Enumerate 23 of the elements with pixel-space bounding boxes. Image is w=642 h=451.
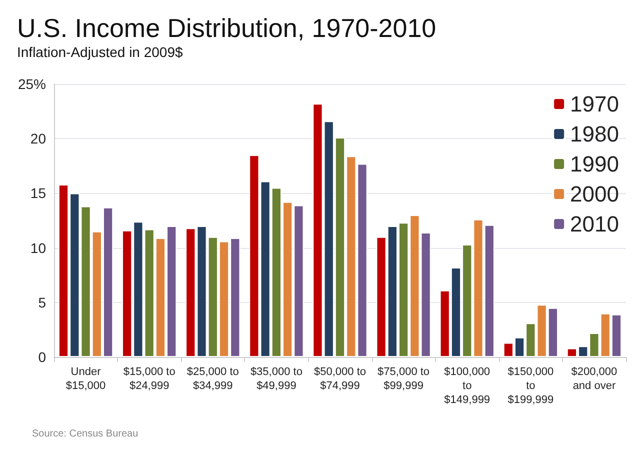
legend-label: 2000: [570, 182, 620, 206]
x-tick-label: $200,000 and over: [571, 366, 618, 392]
legend-label: 1990: [570, 152, 620, 176]
y-tick-label: 20: [30, 130, 46, 147]
legend-label: 1970: [570, 92, 620, 116]
x-tick-label: $100,000 to $149,999: [444, 366, 490, 406]
x-tick-label: $150,000 to $199,999: [508, 366, 554, 406]
chart-title: U.S. Income Distribution, 1970-2010: [17, 13, 436, 43]
x-tick-label: $15,000 to $24,999: [123, 366, 176, 392]
source-note: Source: Census Bureau: [32, 428, 138, 440]
x-tick-label: Under $15,000: [66, 366, 106, 392]
y-tick-label: 5: [38, 294, 46, 310]
y-tick-label: 0: [38, 349, 46, 365]
x-tick-label: $35,000 to $49,999: [250, 366, 302, 392]
chart-subtitle: Inflation-Adjusted in 2009$: [17, 44, 183, 60]
x-tick-label: $25,000 to $34,999: [186, 366, 239, 392]
legend-label: 1980: [570, 122, 620, 146]
x-tick-label: $50,000 to $74,999: [314, 366, 366, 392]
legend-label: 2010: [570, 212, 620, 236]
y-tick-label: 10: [30, 240, 46, 256]
y-tick-label: 15: [30, 185, 46, 202]
x-tick-label: $75,000 to $99,999: [378, 366, 430, 392]
y-tick-label: 25%: [18, 76, 46, 92]
